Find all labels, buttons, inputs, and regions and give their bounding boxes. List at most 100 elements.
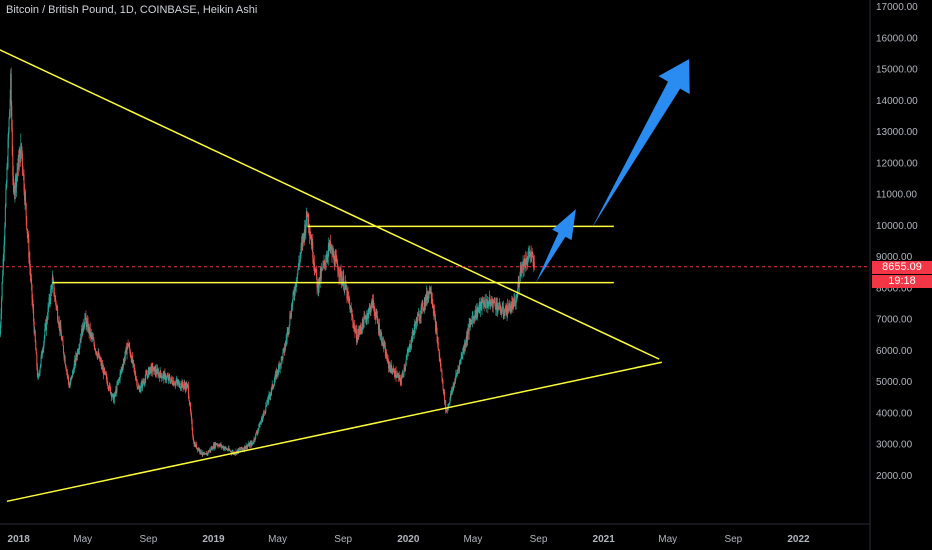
x-tick-label: 2022	[787, 534, 810, 545]
candle-body	[224, 447, 226, 449]
candle-body	[47, 307, 49, 319]
candle-body	[9, 98, 11, 111]
candle-body	[528, 251, 530, 256]
candle-body	[2, 258, 4, 276]
projection-arrow-2[interactable]	[591, 59, 690, 228]
candle-body	[452, 385, 454, 389]
candle-body	[244, 446, 246, 450]
candle-body	[486, 299, 488, 300]
candle-body	[205, 453, 207, 454]
candle-body	[332, 250, 334, 255]
candle-body	[366, 316, 368, 321]
candle-body	[264, 412, 266, 413]
candle-body	[229, 449, 231, 451]
candle-body	[34, 330, 36, 342]
candle-body	[427, 295, 429, 301]
candle-body	[531, 252, 533, 255]
candle-body	[25, 203, 27, 217]
candle-body	[87, 321, 89, 331]
candle-body	[406, 352, 408, 357]
candle-body	[130, 355, 132, 358]
candle-body	[240, 446, 242, 450]
candle-body	[360, 328, 362, 331]
projection-arrow-1[interactable]	[535, 209, 576, 283]
candle-body	[151, 365, 153, 373]
candle-body	[501, 311, 503, 313]
candle-body	[474, 310, 476, 320]
candle-body	[483, 302, 485, 306]
candle-body	[500, 311, 502, 314]
candle-body	[327, 249, 329, 258]
candle-body	[7, 139, 9, 168]
candle-body	[396, 374, 398, 378]
candle-body	[35, 341, 37, 351]
candle-body	[145, 373, 147, 379]
candle-body	[163, 372, 165, 380]
candle-body	[516, 298, 518, 301]
candle-body	[89, 327, 91, 336]
candle-body	[206, 452, 208, 455]
candle-body	[443, 389, 445, 394]
candle-body	[75, 355, 77, 364]
candle-body	[390, 364, 392, 369]
candle-body	[417, 314, 419, 317]
candle-body	[340, 271, 342, 281]
candle-body	[207, 452, 209, 454]
candle-body	[504, 309, 506, 312]
candle-body	[164, 374, 166, 381]
candle-body	[127, 343, 129, 348]
candle-body	[134, 367, 136, 371]
candle-body	[445, 410, 447, 412]
candle-body	[83, 327, 85, 329]
candle-body	[86, 321, 88, 327]
candle-body	[191, 415, 193, 421]
candle-body	[498, 307, 500, 310]
candle-body	[175, 382, 177, 385]
candle-body	[201, 453, 203, 455]
candle-body	[470, 320, 472, 323]
candle-body	[80, 338, 82, 340]
candle-body	[0, 313, 2, 325]
candle-body	[337, 273, 339, 275]
candle-body	[183, 385, 185, 388]
candle-body	[212, 449, 214, 450]
candle-body	[439, 360, 441, 364]
candle-body	[390, 364, 392, 372]
trendline-2[interactable]	[6, 361, 662, 503]
candle-body	[166, 376, 168, 380]
candle-body	[437, 342, 439, 350]
candle-body	[256, 432, 258, 434]
candle-body	[28, 257, 30, 261]
x-tick-label: 2019	[202, 534, 225, 545]
candle-body	[20, 143, 22, 161]
candle-body	[449, 394, 451, 399]
y-tick-label: 12000.00	[876, 158, 918, 169]
candle-body	[399, 375, 401, 378]
candle-body	[125, 347, 127, 350]
candle-body	[440, 370, 442, 372]
candle-body	[278, 364, 280, 366]
candle-body	[422, 302, 424, 310]
candle-body	[373, 300, 375, 308]
candle-body	[277, 371, 279, 373]
trendline-1[interactable]	[0, 48, 660, 360]
candle-body	[516, 295, 518, 299]
candle-body	[243, 448, 245, 450]
candle-body	[519, 277, 521, 283]
candle-body	[171, 380, 173, 384]
candle-body	[166, 376, 168, 378]
candle-body	[185, 384, 187, 390]
candle-body	[20, 143, 22, 147]
candle-body	[65, 367, 67, 371]
candle-body	[295, 283, 297, 288]
candle-body	[63, 353, 65, 359]
candle-body	[93, 344, 95, 349]
candle-body	[76, 350, 78, 358]
candle-body	[354, 326, 356, 334]
candle-body	[342, 276, 344, 282]
candle-body	[507, 305, 509, 311]
x-tick-label: Sep	[530, 534, 548, 545]
candle-body	[398, 375, 400, 379]
candle-body	[488, 297, 490, 303]
